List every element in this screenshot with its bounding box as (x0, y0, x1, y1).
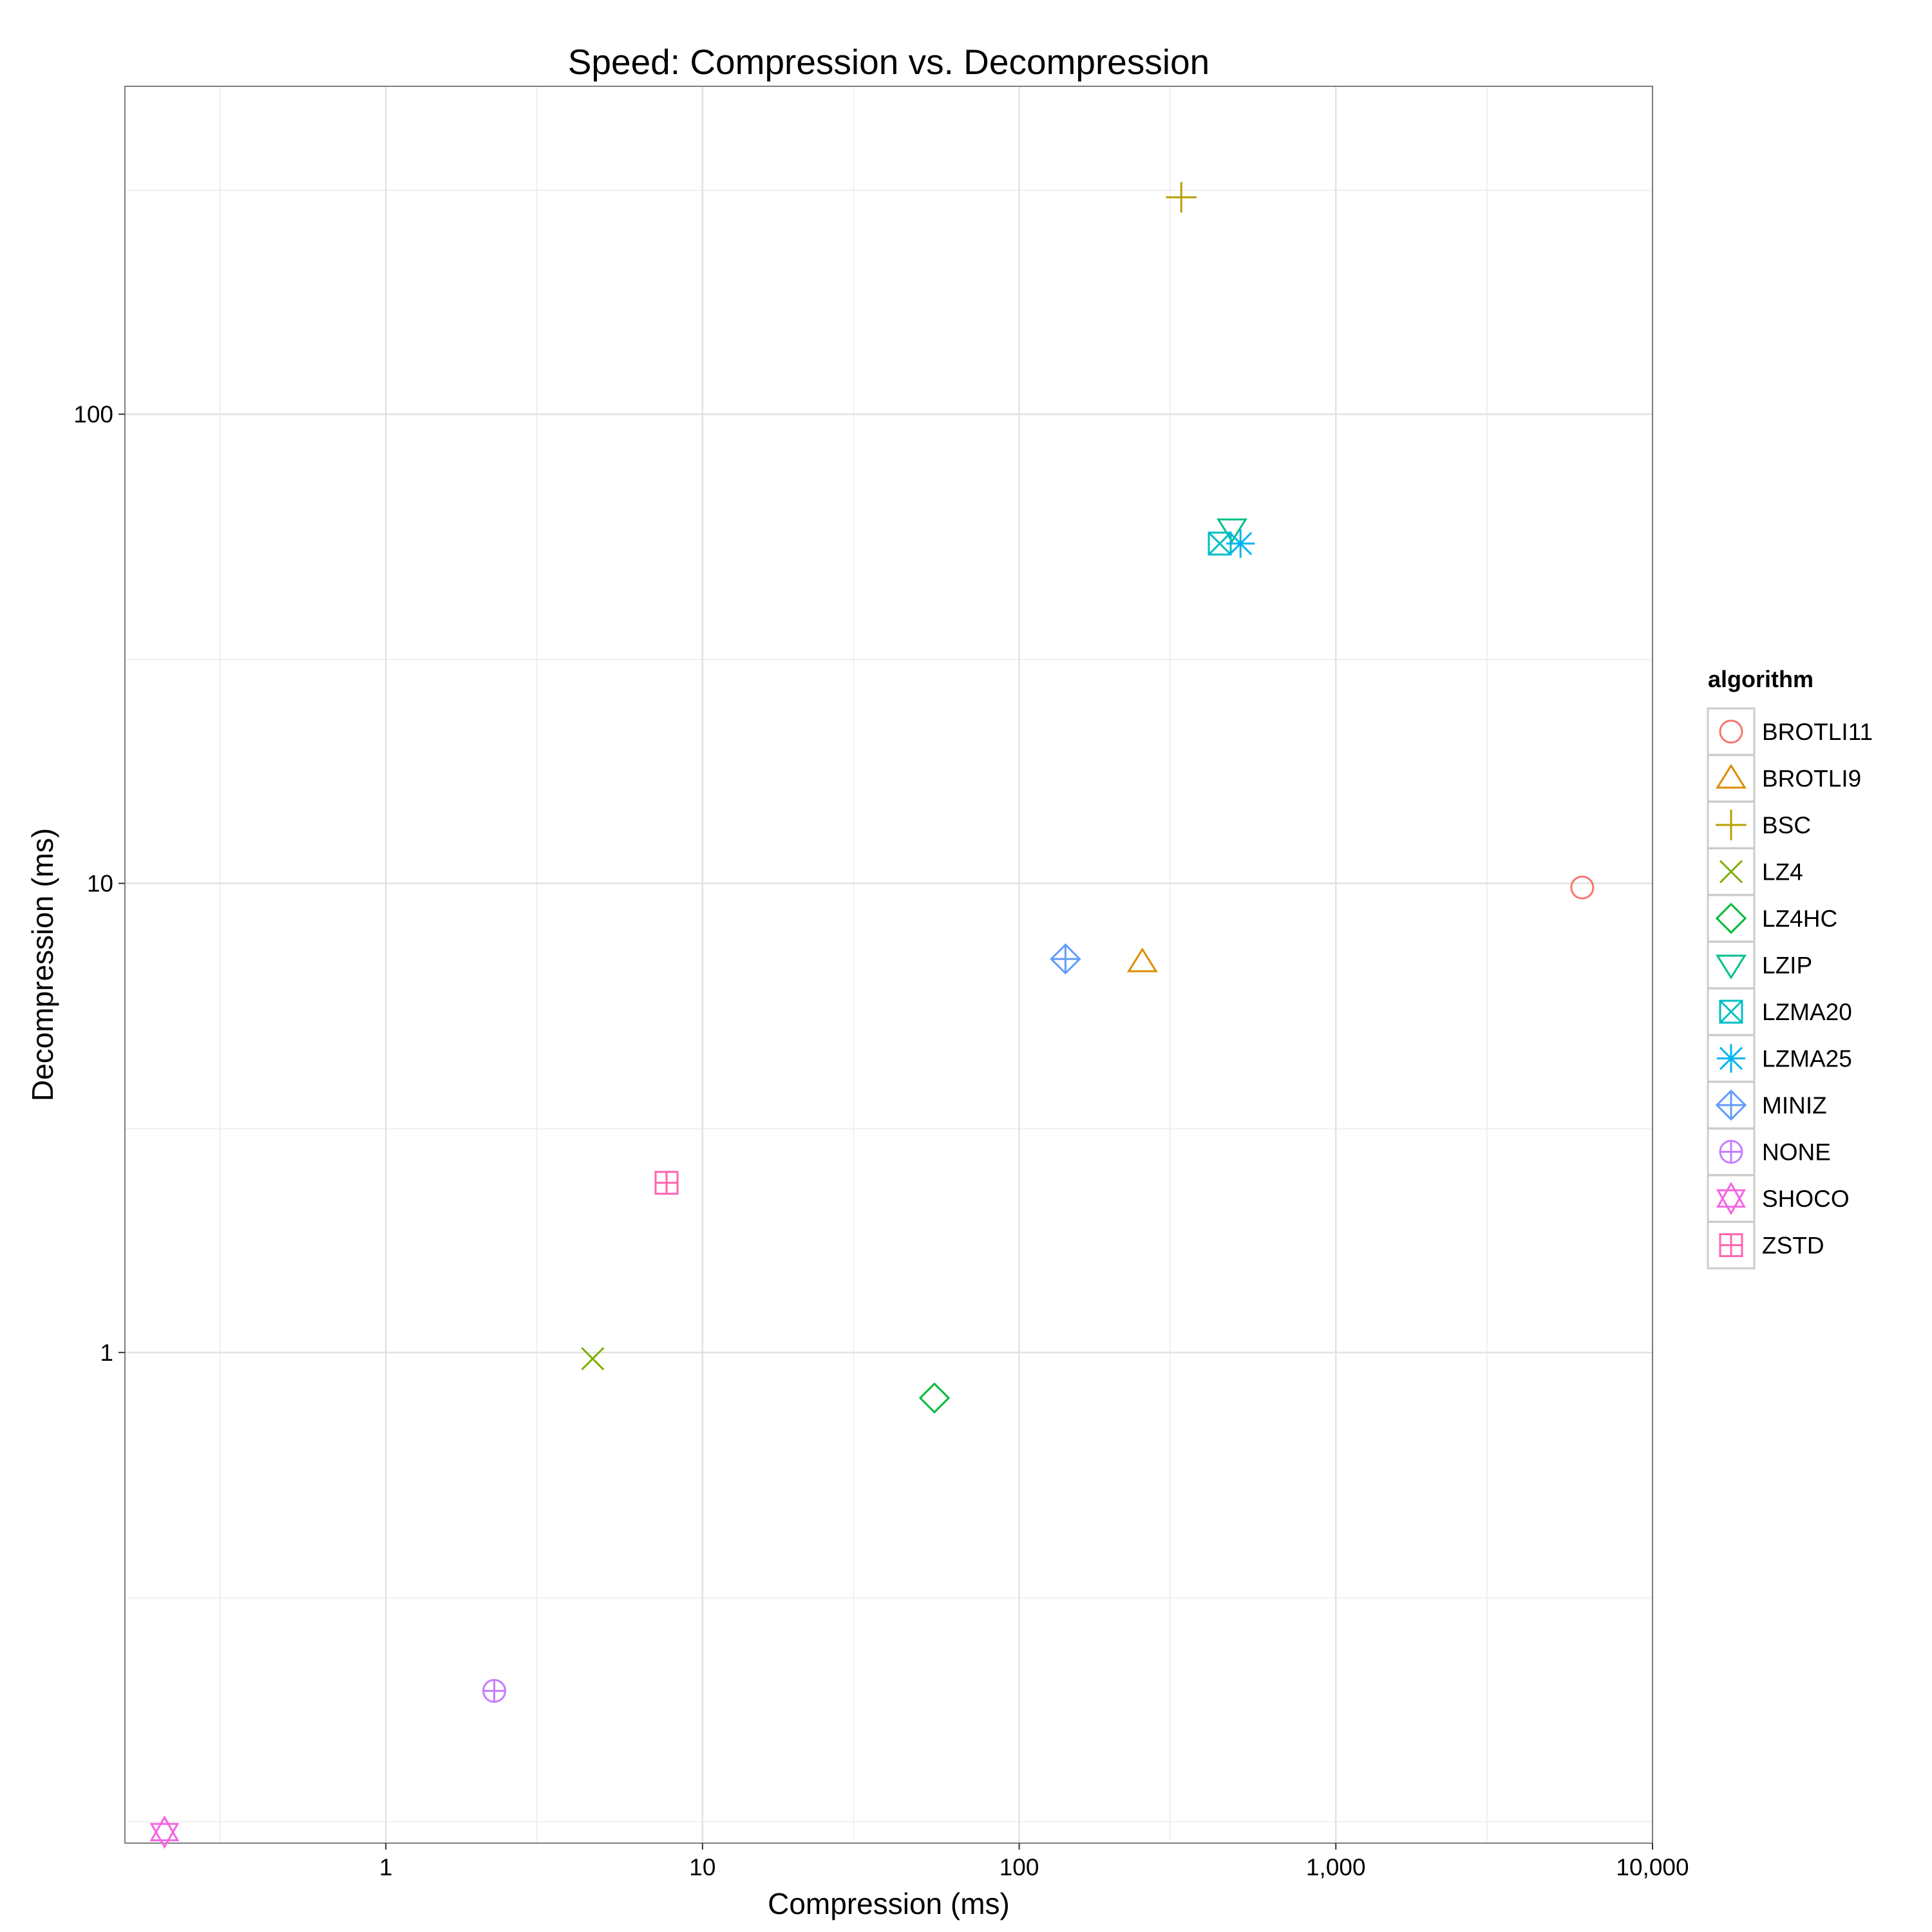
legend-label: BROTLI11 (1762, 719, 1873, 745)
legend-key (1707, 894, 1756, 943)
legend-key-symbol (1719, 719, 1743, 744)
y-axis-title: Decompression (ms) (26, 828, 59, 1101)
legend-label: NONE (1762, 1139, 1831, 1166)
legend-key-symbol (1715, 902, 1747, 934)
legend-label: LZ4HC (1762, 905, 1837, 932)
point-lzip (1217, 518, 1248, 544)
legend-key-symbol (1715, 1089, 1747, 1121)
legend-item-zstd: ZSTD (1707, 1221, 1824, 1269)
legend-key (1707, 1034, 1756, 1083)
legend-item-miniz: MINIZ (1707, 1081, 1827, 1130)
x-tick-label: 100 (999, 1854, 1039, 1880)
point-lzma25 (1226, 529, 1255, 558)
legend: algorithm BROTLI11 BROTLI9 BSC LZ4 LZ4HC LZIP… (1707, 666, 1873, 1269)
x-tick-label: 1 (379, 1854, 393, 1880)
plot-background (125, 86, 1653, 1843)
legend-title: algorithm (1708, 666, 1814, 692)
legend-label: BSC (1762, 812, 1811, 838)
legend-key-symbol (1716, 810, 1747, 840)
legend-label: LZMA20 (1762, 999, 1852, 1025)
y-tick-label: 100 (73, 401, 113, 428)
y-tick-label: 10 (87, 871, 113, 897)
point-bsc (1166, 182, 1197, 213)
plot-border (124, 86, 1653, 1844)
data-points (149, 182, 1595, 1849)
x-tick-label: 1,000 (1306, 1854, 1366, 1880)
legend-key-symbol (1719, 860, 1743, 884)
point-shoco (149, 1815, 180, 1849)
legend-item-brotli11: BROTLI11 (1707, 707, 1873, 756)
legend-key-symbol (1719, 1233, 1743, 1257)
y-tick-label: 1 (100, 1340, 113, 1366)
point-zstd (654, 1171, 679, 1195)
point-brotli11 (1570, 875, 1595, 900)
legend-key-symbol (1716, 954, 1747, 980)
legend-key (1707, 707, 1756, 756)
legend-key-symbol (1719, 999, 1743, 1024)
legend-key (1707, 754, 1756, 802)
point-lz4hc (918, 1382, 951, 1414)
point-miniz (1050, 943, 1081, 975)
legend-item-lz4: LZ4 (1707, 848, 1803, 896)
legend-item-lzma25: LZMA25 (1707, 1034, 1852, 1083)
legend-key-symbol (1716, 1182, 1746, 1215)
chart-title: Speed: Compression vs. Decompression (568, 42, 1210, 82)
legend-label: SHOCO (1762, 1186, 1850, 1212)
legend-label: LZMA25 (1762, 1046, 1852, 1072)
point-brotli9 (1126, 947, 1158, 972)
legend-key-symbol (1716, 1044, 1746, 1073)
x-tick-label: 10,000 (1616, 1854, 1689, 1880)
legend-item-shoco: SHOCO (1707, 1174, 1850, 1223)
legend-label: MINIZ (1762, 1092, 1827, 1119)
x-axis-title: Compression (ms) (768, 1887, 1010, 1920)
legend-label: LZ4 (1762, 859, 1803, 886)
axes: 1 10 100 1,000 10,000 1 10 100 (73, 401, 1689, 1880)
legend-key-symbol (1719, 1140, 1743, 1164)
legend-label: BROTLI9 (1762, 766, 1861, 792)
legend-label: ZSTD (1762, 1233, 1824, 1259)
legend-items: BROTLI11 BROTLI9 BSC LZ4 LZ4HC LZIP LZMA20 LZMA… (1707, 707, 1873, 1269)
legend-item-lzip: LZIP (1707, 941, 1812, 989)
point-lz4 (581, 1347, 605, 1370)
legend-item-lz4hc: LZ4HC (1707, 894, 1837, 943)
legend-key (1707, 941, 1756, 989)
legend-label: LZIP (1762, 952, 1812, 979)
legend-key-symbol (1716, 764, 1747, 789)
point-none (482, 1679, 507, 1703)
x-tick-label: 10 (689, 1854, 715, 1880)
